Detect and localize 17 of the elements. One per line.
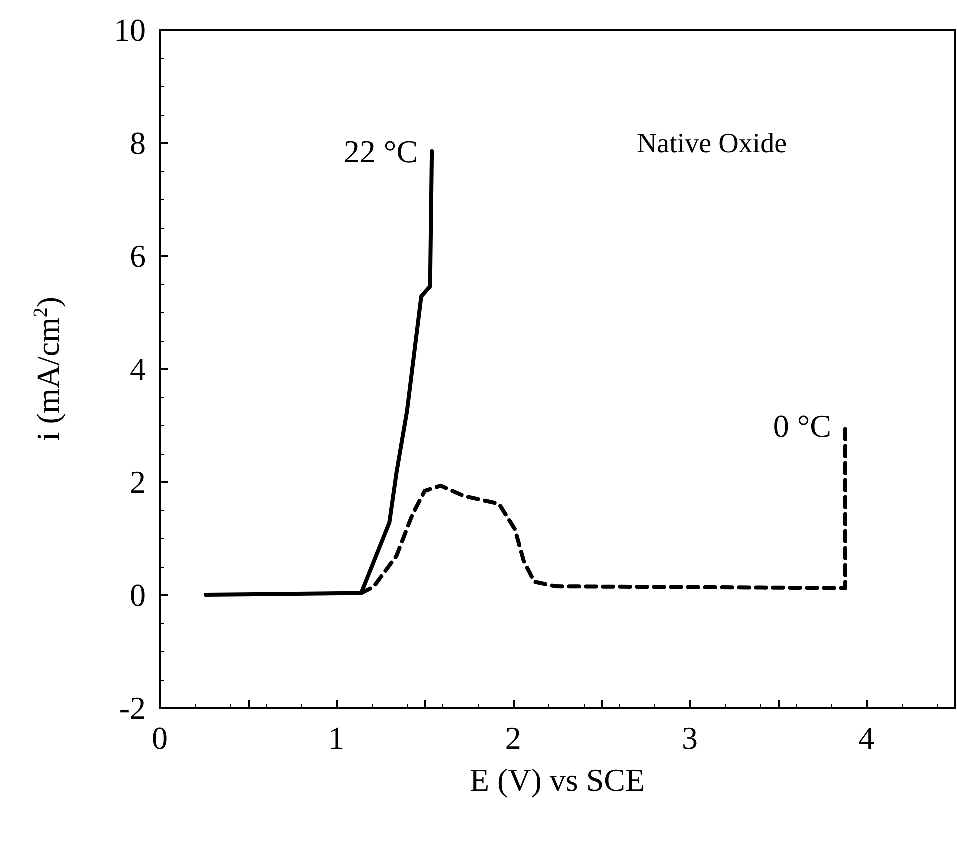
x-tick-label: 1 [328, 720, 345, 756]
y-tick-label: 6 [130, 238, 146, 274]
x-tick-label: 2 [505, 720, 522, 756]
x-tick-label: 3 [682, 720, 698, 756]
x-tick-label: 4 [858, 720, 875, 756]
x-tick-label: 0 [152, 720, 168, 756]
annotation: Native Oxide [636, 128, 787, 160]
y-axis-title: i (mA/cm2) [30, 296, 66, 442]
y-tick-label: -2 [119, 690, 146, 726]
y-tick-label: 4 [130, 351, 146, 387]
y-tick-label: 8 [130, 125, 146, 161]
y-tick-label: 0 [130, 577, 146, 613]
y-tick-label: 2 [130, 464, 146, 500]
x-axis-title: E (V) vs SCE [470, 762, 646, 798]
y-tick-label: 10 [114, 12, 146, 48]
series-label: 0 °C [773, 408, 832, 444]
series-label: 22 °C [344, 133, 418, 170]
